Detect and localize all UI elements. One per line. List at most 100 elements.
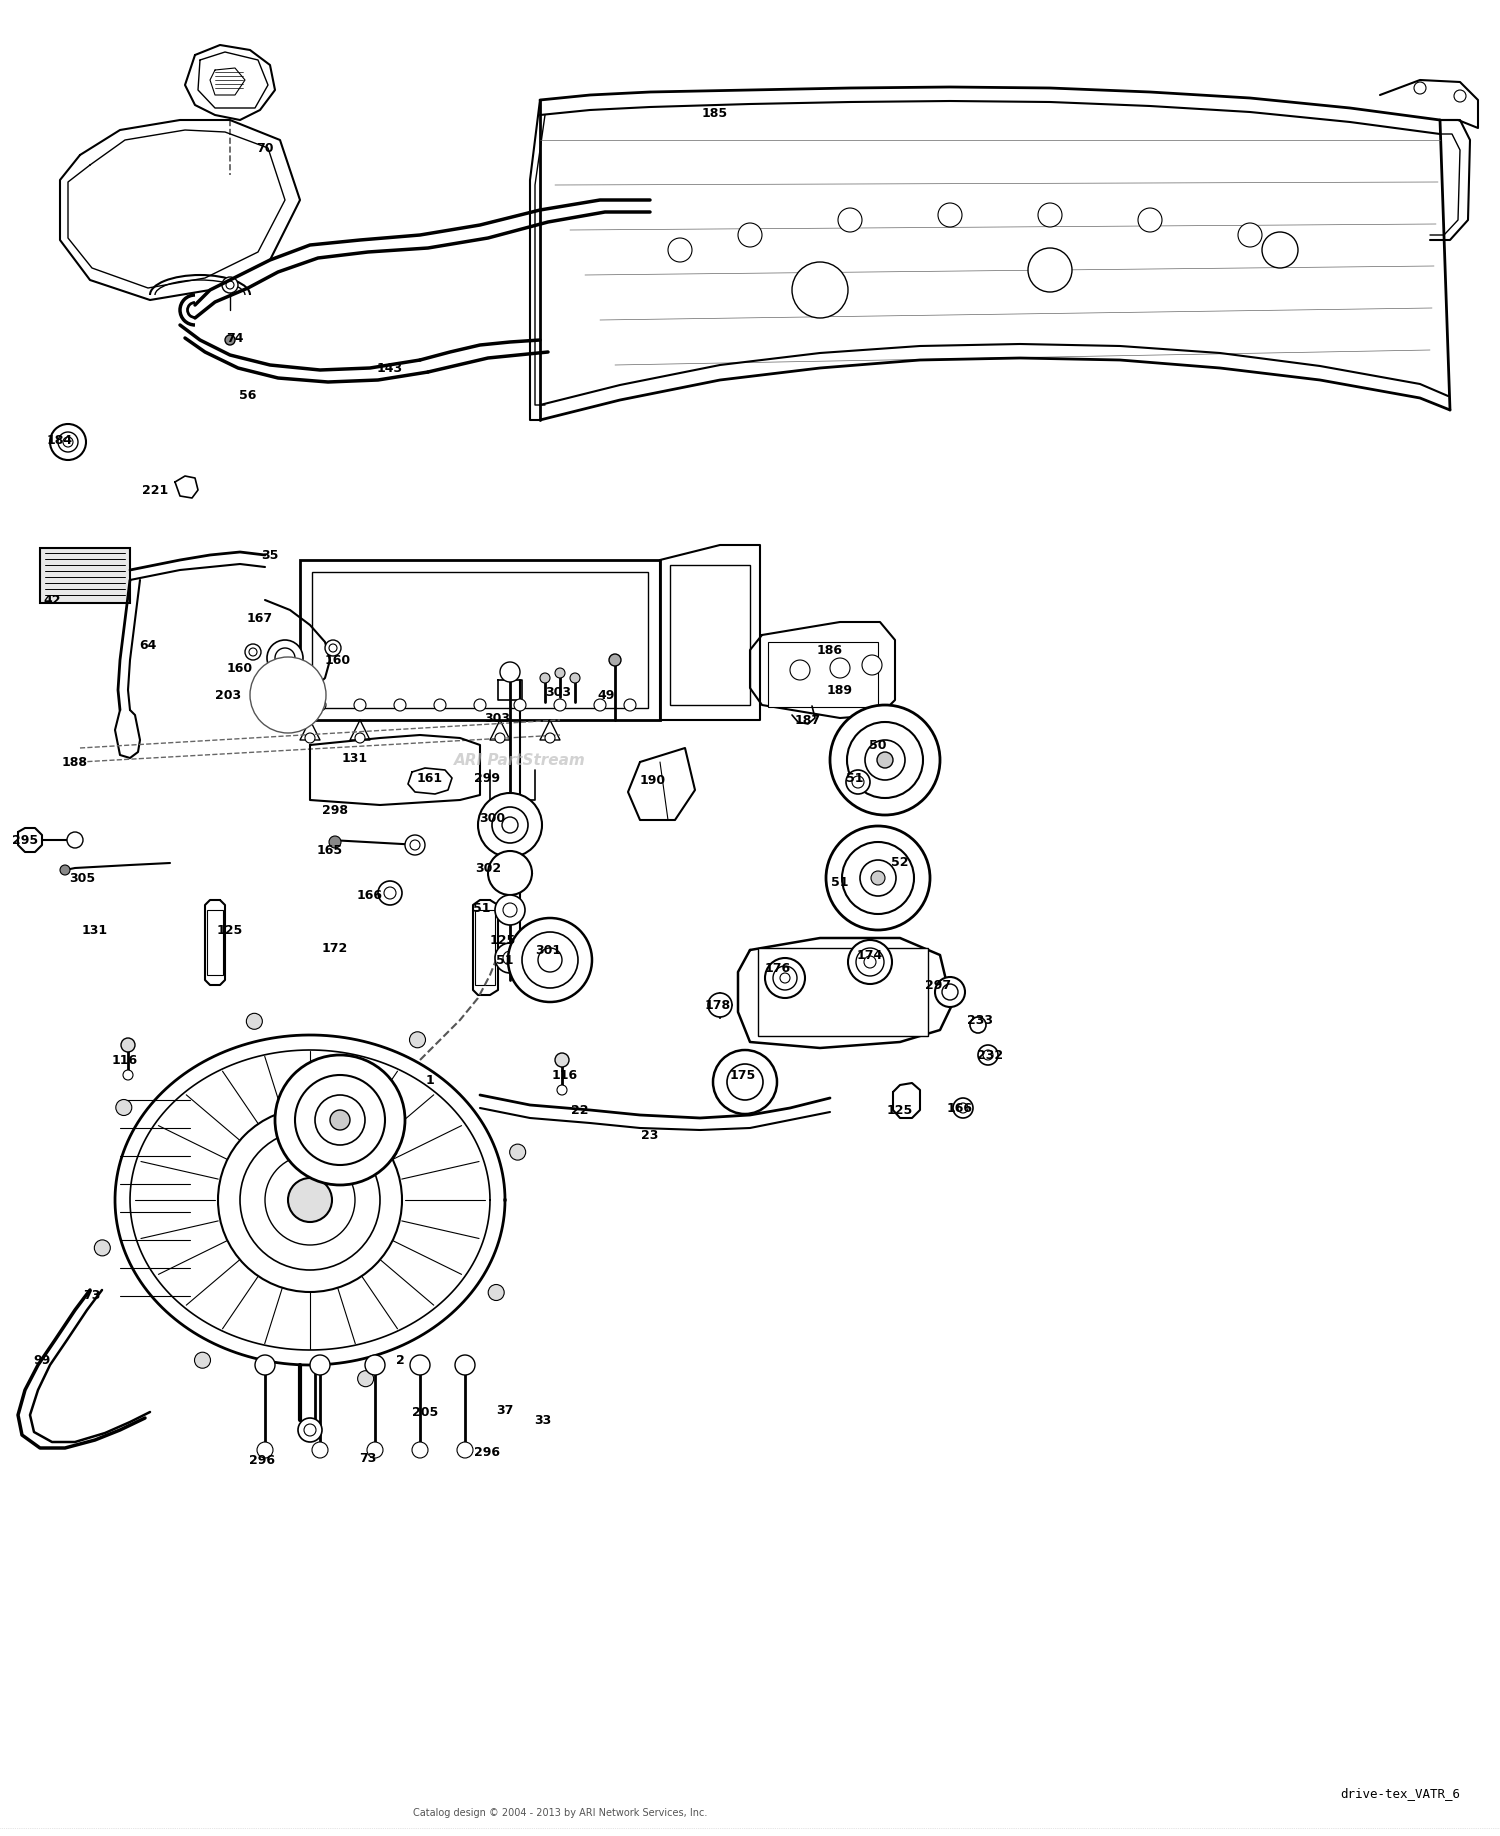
- Text: 185: 185: [702, 106, 727, 119]
- Text: 42: 42: [44, 593, 62, 606]
- Circle shape: [970, 1017, 986, 1034]
- Circle shape: [267, 641, 303, 676]
- Circle shape: [495, 894, 525, 925]
- Bar: [207, 911, 224, 975]
- Circle shape: [60, 865, 70, 876]
- Text: 51: 51: [474, 901, 490, 914]
- Circle shape: [50, 424, 86, 461]
- Circle shape: [830, 657, 850, 677]
- Circle shape: [94, 1239, 111, 1256]
- Text: 205: 205: [413, 1406, 438, 1419]
- Circle shape: [298, 1417, 322, 1441]
- Text: 35: 35: [261, 549, 279, 562]
- Circle shape: [554, 700, 566, 711]
- Text: 305: 305: [69, 872, 94, 885]
- Text: 296: 296: [474, 1445, 500, 1458]
- Text: 73: 73: [84, 1289, 100, 1302]
- Text: 187: 187: [795, 714, 820, 727]
- Circle shape: [864, 957, 876, 968]
- Circle shape: [772, 966, 796, 990]
- Text: 295: 295: [12, 834, 38, 846]
- Text: Catalog design © 2004 - 2013 by ARI Network Services, Inc.: Catalog design © 2004 - 2013 by ARI Netw…: [413, 1808, 706, 1818]
- Circle shape: [256, 1441, 273, 1458]
- Text: 73: 73: [360, 1452, 376, 1465]
- Circle shape: [63, 437, 74, 446]
- Circle shape: [123, 1070, 134, 1080]
- Circle shape: [842, 843, 914, 914]
- Circle shape: [978, 1045, 998, 1065]
- Circle shape: [555, 668, 566, 677]
- Text: 174: 174: [856, 949, 883, 962]
- Text: 303: 303: [484, 712, 510, 725]
- Text: 1: 1: [426, 1074, 435, 1087]
- Circle shape: [544, 733, 555, 744]
- Text: 165: 165: [316, 843, 344, 857]
- Text: 167: 167: [248, 611, 273, 624]
- Circle shape: [500, 663, 520, 681]
- Circle shape: [862, 655, 882, 676]
- Circle shape: [356, 733, 364, 744]
- Text: 178: 178: [705, 999, 730, 1012]
- Text: 64: 64: [140, 639, 156, 652]
- Circle shape: [454, 1355, 476, 1375]
- Circle shape: [312, 1441, 328, 1458]
- Circle shape: [315, 1094, 364, 1146]
- Circle shape: [555, 1054, 568, 1067]
- Circle shape: [195, 1353, 210, 1368]
- Circle shape: [255, 1355, 274, 1375]
- Text: 303: 303: [544, 685, 572, 698]
- Circle shape: [790, 659, 810, 679]
- Bar: [40, 547, 130, 602]
- Circle shape: [538, 947, 562, 971]
- Text: 74: 74: [226, 332, 244, 345]
- Circle shape: [765, 958, 806, 999]
- Text: 232: 232: [976, 1048, 1004, 1061]
- Circle shape: [1238, 222, 1262, 248]
- Circle shape: [830, 705, 940, 815]
- Circle shape: [570, 674, 580, 683]
- Circle shape: [296, 1076, 386, 1166]
- Text: 51: 51: [846, 771, 864, 784]
- Circle shape: [225, 334, 236, 345]
- Circle shape: [503, 951, 518, 966]
- Circle shape: [288, 1179, 332, 1223]
- Circle shape: [394, 700, 406, 711]
- Bar: [758, 947, 928, 1036]
- Text: 203: 203: [214, 688, 242, 701]
- Circle shape: [495, 733, 506, 744]
- Circle shape: [952, 1098, 974, 1118]
- Circle shape: [357, 1371, 374, 1386]
- Circle shape: [878, 753, 892, 767]
- Circle shape: [859, 859, 895, 896]
- Text: 52: 52: [891, 856, 909, 868]
- Circle shape: [1262, 231, 1298, 268]
- Circle shape: [458, 1441, 472, 1458]
- Text: 160: 160: [326, 654, 351, 666]
- Circle shape: [514, 700, 526, 711]
- Text: 125: 125: [217, 924, 243, 936]
- Circle shape: [222, 277, 238, 294]
- Text: 49: 49: [597, 688, 615, 701]
- Circle shape: [68, 832, 82, 848]
- Circle shape: [244, 644, 261, 659]
- Circle shape: [240, 1129, 380, 1271]
- Circle shape: [852, 777, 864, 788]
- Text: 22: 22: [572, 1103, 588, 1116]
- Circle shape: [368, 1441, 382, 1458]
- Circle shape: [266, 1155, 356, 1245]
- Circle shape: [378, 881, 402, 905]
- Circle shape: [556, 1085, 567, 1094]
- Text: 160: 160: [226, 661, 254, 674]
- Text: 184: 184: [46, 433, 74, 446]
- Text: 125: 125: [886, 1103, 914, 1116]
- Circle shape: [594, 700, 606, 711]
- Bar: [312, 573, 648, 709]
- Bar: [300, 560, 660, 720]
- Circle shape: [780, 973, 790, 982]
- Bar: [476, 911, 495, 984]
- Text: 23: 23: [642, 1129, 658, 1142]
- Circle shape: [328, 644, 338, 652]
- Text: 116: 116: [552, 1069, 578, 1081]
- Text: 99: 99: [33, 1353, 51, 1366]
- Text: 189: 189: [827, 683, 854, 696]
